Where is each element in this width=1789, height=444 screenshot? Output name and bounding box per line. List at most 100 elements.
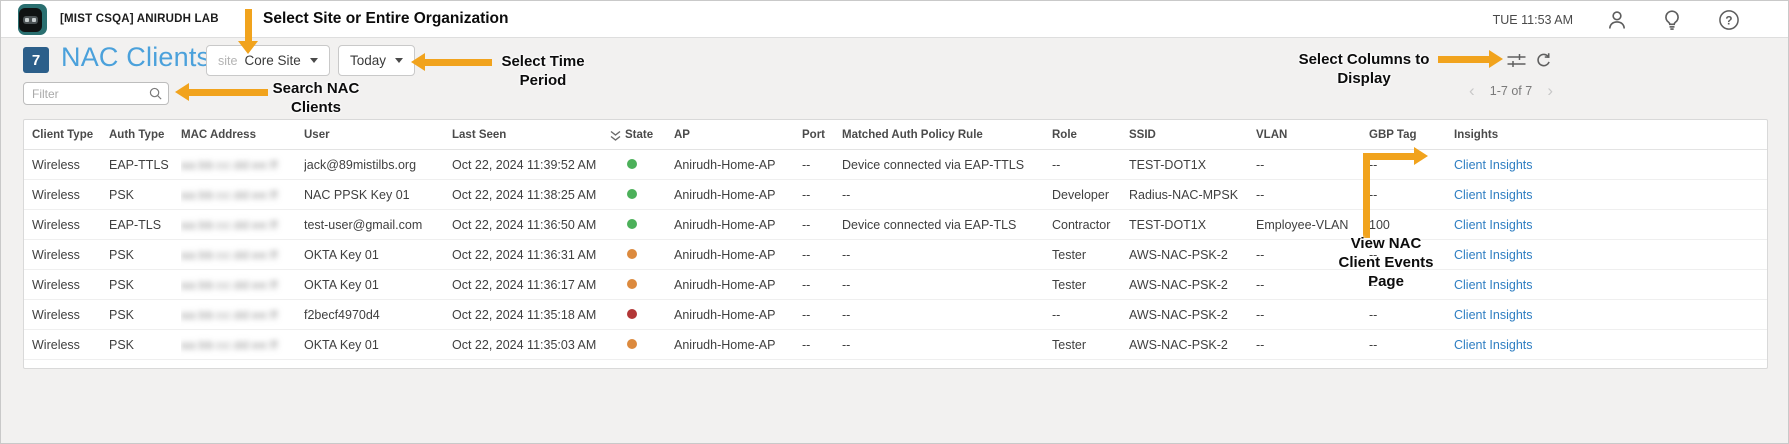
annotation-columns-line1: Select Columns to [1294,50,1434,69]
cell-auth-type: PSK [109,180,181,209]
table-row[interactable]: Wireless EAP-TTLS aa:bb:cc:dd:ee:ff jack… [24,150,1767,180]
cell-role: Tester [1052,270,1129,299]
table-row[interactable]: Wireless PSK aa:bb:cc:dd:ee:ff OKTA Key … [24,240,1767,270]
cell-ap: Anirudh-Home-AP [674,270,802,299]
state-dot [627,219,637,229]
cell-user: test-user@gmail.com [304,210,452,239]
site-selector-value: Core Site [244,53,300,68]
filter-search [23,82,169,105]
mac-redacted: aa:bb:cc:dd:ee:ff [181,308,278,322]
cell-matched-rule: -- [842,240,1052,269]
pagination-next-icon[interactable]: › [1547,84,1553,98]
col-vlan[interactable]: VLAN [1256,120,1369,149]
table-row[interactable]: Wireless PSK aa:bb:cc:dd:ee:ff NAC PPSK … [24,180,1767,210]
col-mac-address[interactable]: MAC Address [181,120,304,149]
annotation-search-line1: Search NAC [267,79,365,98]
help-icon[interactable]: ? [1718,9,1740,31]
page-title: NAC Clients [61,42,210,73]
col-role[interactable]: Role [1052,120,1129,149]
nac-clients-page: [MIST CSQA] ANIRUDH LAB TUE 11:53 AM ? 7… [0,0,1789,444]
col-ssid[interactable]: SSID [1129,120,1256,149]
cell-ssid: AWS-NAC-PSK-2 [1129,330,1256,359]
cell-auth-type: PSK [109,300,181,329]
sort-descending-icon[interactable] [610,130,621,141]
cell-last-seen: Oct 22, 2024 11:38:25 AM [452,180,610,209]
chevron-down-icon [395,58,403,63]
mist-logo-icon[interactable] [18,4,47,35]
cell-role: Tester [1052,240,1129,269]
cell-user: OKTA Key 01 [304,240,452,269]
col-state[interactable]: State [610,120,674,149]
cell-port: -- [802,270,842,299]
clock-label: TUE 11:53 AM [1493,13,1573,27]
refresh-icon[interactable] [1534,52,1553,69]
cell-vlan: -- [1256,330,1369,359]
site-selector-button[interactable]: site Core Site [206,45,330,76]
cell-auth-type: PSK [109,330,181,359]
col-ap[interactable]: AP [674,120,802,149]
table-row[interactable]: Wireless EAP-TLS aa:bb:cc:dd:ee:ff test-… [24,210,1767,240]
column-settings-icon[interactable] [1507,52,1526,69]
svg-text:?: ? [1725,14,1732,27]
table-body: Wireless EAP-TTLS aa:bb:cc:dd:ee:ff jack… [24,150,1767,360]
state-dot [627,339,637,349]
cell-ssid: TEST-DOT1X [1129,210,1256,239]
client-insights-link[interactable]: Client Insights [1454,158,1533,172]
site-selector-prefix: site [218,54,237,68]
cell-last-seen: Oct 22, 2024 11:35:18 AM [452,300,610,329]
cell-matched-rule: -- [842,270,1052,299]
col-client-type[interactable]: Client Type [24,120,109,149]
cell-role: -- [1052,150,1129,179]
table-row[interactable]: Wireless PSK aa:bb:cc:dd:ee:ff OKTA Key … [24,330,1767,360]
cell-auth-type: EAP-TLS [109,210,181,239]
pagination-prev-icon[interactable]: ‹ [1469,84,1475,98]
mac-redacted: aa:bb:cc:dd:ee:ff [181,158,278,172]
cell-ap: Anirudh-Home-AP [674,180,802,209]
table-row[interactable]: Wireless PSK aa:bb:cc:dd:ee:ff f2becf497… [24,300,1767,330]
cell-gbp-tag: -- [1369,300,1432,329]
col-insights[interactable]: Insights [1432,120,1767,149]
cell-matched-rule: Device connected via EAP-TTLS [842,150,1052,179]
client-count-badge: 7 [23,47,49,73]
client-insights-link[interactable]: Client Insights [1454,188,1533,202]
annotation-select-time-line1: Select Time [493,52,593,71]
cell-role: Contractor [1052,210,1129,239]
col-auth-type[interactable]: Auth Type [109,120,181,149]
nac-clients-table-card: Client Type Auth Type MAC Address User L… [23,119,1768,369]
col-matched-rule[interactable]: Matched Auth Policy Rule [842,120,1052,149]
cell-vlan: -- [1256,180,1369,209]
cell-ssid: AWS-NAC-PSK-2 [1129,240,1256,269]
cell-auth-type: EAP-TTLS [109,150,181,179]
cell-client-type: Wireless [24,210,109,239]
cell-role: Developer [1052,180,1129,209]
time-period-button[interactable]: Today [338,45,415,76]
cell-last-seen: Oct 22, 2024 11:36:31 AM [452,240,610,269]
pagination: ‹ 1-7 of 7 › [1469,84,1553,98]
cell-last-seen: Oct 22, 2024 11:36:17 AM [452,270,610,299]
mac-redacted: aa:bb:cc:dd:ee:ff [181,338,278,352]
client-insights-link[interactable]: Client Insights [1454,218,1533,232]
client-insights-link[interactable]: Client Insights [1454,278,1533,292]
cell-ap: Anirudh-Home-AP [674,300,802,329]
cell-user: OKTA Key 01 [304,330,452,359]
cell-user: NAC PPSK Key 01 [304,180,452,209]
search-icon [148,86,163,101]
annotation-view-nac-line3: Page [1326,272,1446,291]
cell-client-type: Wireless [24,180,109,209]
col-last-seen[interactable]: Last Seen [452,120,610,149]
cell-port: -- [802,240,842,269]
col-gbp-tag[interactable]: GBP Tag [1369,120,1432,149]
cell-matched-rule: Device connected via EAP-TLS [842,210,1052,239]
client-insights-link[interactable]: Client Insights [1454,308,1533,322]
annotation-search-line2: Clients [267,98,365,117]
annotation-columns-line2: Display [1294,69,1434,88]
col-user[interactable]: User [304,120,452,149]
cell-matched-rule: -- [842,180,1052,209]
col-port[interactable]: Port [802,120,842,149]
cell-vlan: -- [1256,300,1369,329]
client-insights-link[interactable]: Client Insights [1454,338,1533,352]
whats-new-bulb-icon[interactable] [1661,9,1683,31]
table-row[interactable]: Wireless PSK aa:bb:cc:dd:ee:ff OKTA Key … [24,270,1767,300]
client-insights-link[interactable]: Client Insights [1454,248,1533,262]
account-icon[interactable] [1606,9,1628,31]
